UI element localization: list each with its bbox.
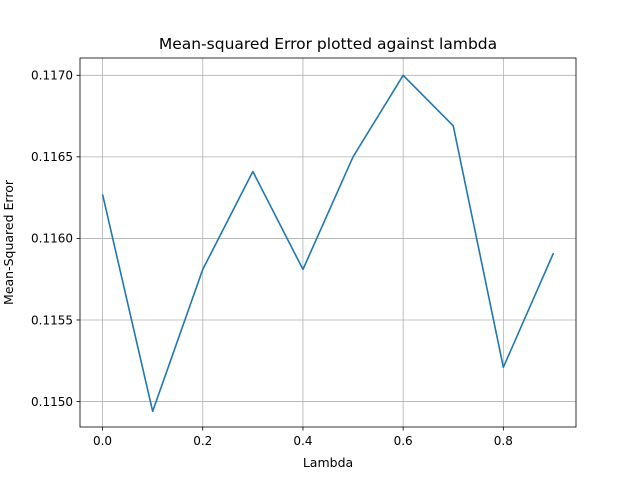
y-axis-label: Mean-Squared Error	[1, 179, 16, 305]
x-tick-label: 0.0	[93, 434, 112, 448]
plot-area-frame	[79, 57, 577, 428]
y-tick-label: 0.1155	[31, 313, 73, 327]
x-tick-label: 0.4	[293, 434, 312, 448]
chart-title: Mean-squared Error plotted against lambd…	[159, 35, 497, 53]
grid-lines	[80, 58, 576, 427]
x-axis-label: Lambda	[303, 455, 353, 470]
x-tick-label: 0.6	[394, 434, 413, 448]
series-layer	[101, 74, 555, 413]
x-tick-label: 0.2	[193, 434, 212, 448]
axis-ticks: 0.0 0.2 0.4 0.6 0.8 0.1150 0.1155 0.1160 0.1165 0…	[31, 69, 513, 448]
series-line	[101, 74, 555, 413]
x-tick-label: 0.8	[494, 434, 513, 448]
y-tick-label: 0.1165	[31, 150, 73, 164]
y-tick-label: 0.1160	[31, 232, 73, 246]
y-tick-label: 0.1170	[31, 69, 73, 83]
y-tick-label: 0.1150	[31, 395, 73, 409]
